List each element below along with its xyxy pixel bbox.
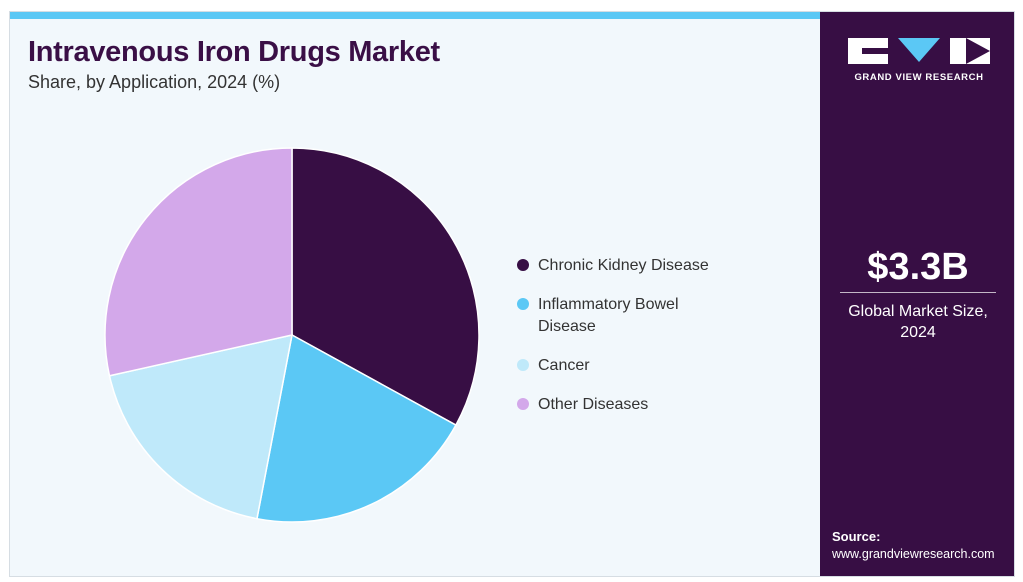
legend-swatch [517,359,529,371]
accent-bar [10,12,820,19]
legend-item: Cancer [517,355,777,377]
pie-slice-chronic-kidney-disease [291,147,480,427]
chart-subtitle: Share, by Application, 2024 (%) [28,72,281,92]
legend-label: Inflammatory Bowel Disease [538,296,679,335]
legend-swatch [517,259,529,271]
legend-swatch [517,298,529,310]
pie-chart [104,147,480,523]
legend-item: Chronic Kidney Disease [517,255,777,277]
chart-legend: Chronic Kidney Disease Inflammatory Bowel… [517,255,777,433]
gvr-logo-icon [848,38,990,64]
sidebar: GRAND VIEW RESEARCH $3.3B Global Market … [820,12,1014,576]
pie-slice-cancer [108,334,293,520]
legend-label: Other Diseases [538,396,649,413]
grand-view-research-logo: GRAND VIEW RESEARCH [848,38,990,83]
chart-card: Intravenous Iron Drugs Market Share, by … [9,11,1015,577]
logo-text: GRAND VIEW RESEARCH [854,72,984,83]
pie-slice-inflammatory-bowel-disease [256,333,457,523]
source-label: Source: [832,529,881,544]
pie-slice-other-diseases [104,147,293,377]
market-size-label: Global Market Size, 2024 [848,303,988,341]
legend-swatch [517,398,529,410]
divider [840,292,996,293]
chart-title: Intravenous Iron Drugs Market [28,36,440,68]
legend-label: Cancer [538,357,590,374]
market-size-value: $3.3B [867,246,969,288]
legend-label: Chronic Kidney Disease [538,257,709,274]
source-url[interactable]: www.grandviewresearch.com [832,547,995,561]
legend-item: Inflammatory Bowel Disease [517,294,777,338]
legend-item: Other Diseases [517,394,777,416]
